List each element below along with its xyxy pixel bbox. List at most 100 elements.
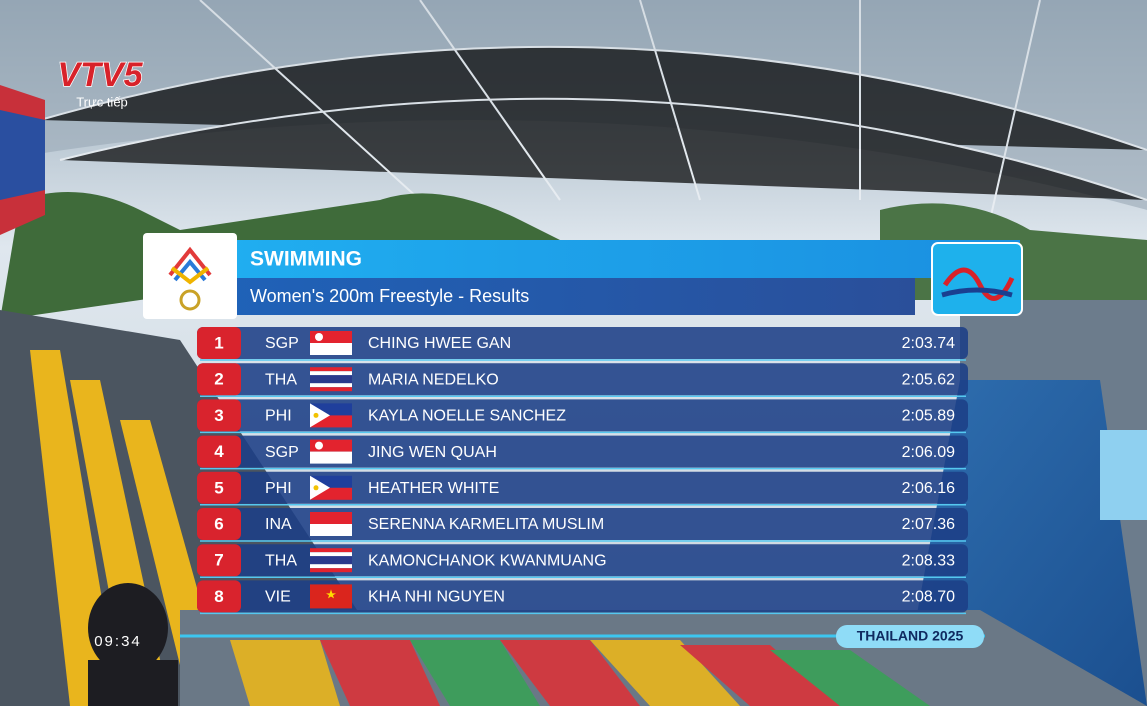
rank-badge bbox=[197, 544, 241, 577]
flag bbox=[310, 584, 352, 609]
result-row: 1 SGP CHING HWEE GAN 2:03.74 bbox=[197, 327, 968, 361]
flag-band bbox=[310, 552, 352, 557]
flag bbox=[310, 439, 352, 464]
flag-band bbox=[310, 343, 352, 355]
result-row: 4 SGP JING WEN QUAH 2:06.09 bbox=[197, 435, 968, 470]
country-code: SGP bbox=[265, 444, 299, 461]
country-code: THA bbox=[265, 552, 297, 569]
row-background bbox=[197, 580, 968, 613]
row-background bbox=[197, 508, 968, 540]
header-bottom bbox=[225, 278, 915, 315]
rank-badge bbox=[197, 399, 241, 432]
rank: 2 bbox=[214, 370, 223, 389]
games-emblem bbox=[168, 246, 212, 311]
country-code: INA bbox=[265, 516, 292, 533]
flag bbox=[310, 548, 352, 573]
athlete-name: SERENNA KARMELITA MUSLIM bbox=[368, 516, 604, 533]
country-code: PHI bbox=[265, 408, 292, 425]
event-title: Women's 200m Freestyle - Results bbox=[250, 286, 529, 306]
flag-band bbox=[310, 375, 352, 384]
finish-time: 2:07.36 bbox=[902, 516, 955, 533]
result-row: 7 THA KAMONCHANOK KWANMUANG 2:08.33 bbox=[197, 544, 968, 578]
flag-band bbox=[310, 371, 352, 376]
channel-logo: VTV5 Trực tiếp bbox=[57, 55, 145, 109]
finish-time: 2:06.16 bbox=[902, 480, 955, 497]
flag-band bbox=[310, 564, 352, 569]
rank-badge bbox=[197, 580, 241, 613]
result-row: 5 PHI HEATHER WHITE 2:06.16 bbox=[197, 471, 968, 506]
result-row: 2 THA MARIA NEDELKO 2:05.62 bbox=[197, 363, 968, 397]
row-background bbox=[197, 399, 968, 432]
sport-title: SWIMMING bbox=[250, 248, 362, 271]
finish-time: 2:05.62 bbox=[902, 371, 955, 388]
finish-time: 2:06.09 bbox=[902, 444, 955, 461]
flag-triangle bbox=[310, 403, 330, 428]
athlete-name: KHA NHI NGUYEN bbox=[368, 589, 505, 606]
row-background bbox=[197, 363, 968, 396]
rank: 5 bbox=[214, 478, 223, 497]
rank-badge bbox=[197, 363, 241, 396]
flag-band bbox=[310, 548, 352, 553]
row-background bbox=[197, 471, 968, 504]
athlete-name: CHING HWEE GAN bbox=[368, 335, 511, 352]
games-logo bbox=[143, 233, 237, 319]
rank: 8 bbox=[214, 587, 223, 606]
rank-badge bbox=[197, 508, 241, 540]
finish-time: 2:08.70 bbox=[902, 589, 955, 606]
swimming-logo-wave bbox=[941, 287, 1013, 298]
event-tag: THAILAND 2025 bbox=[857, 628, 964, 644]
flag-band bbox=[310, 383, 352, 388]
flag bbox=[310, 475, 352, 500]
row-background bbox=[197, 544, 968, 577]
finish-time: 2:05.89 bbox=[902, 408, 955, 425]
flag-band bbox=[310, 367, 352, 372]
results-panel: SWIMMING Women's 200m Freestyle - Result… bbox=[143, 233, 1023, 648]
rank: 3 bbox=[214, 406, 223, 425]
flag bbox=[310, 512, 352, 536]
flag-band bbox=[310, 568, 352, 573]
rank-badge bbox=[197, 327, 241, 359]
country-code: VIE bbox=[265, 589, 291, 606]
finish-time: 2:03.74 bbox=[902, 335, 955, 352]
flag-sun bbox=[313, 485, 319, 491]
athlete-name: HEATHER WHITE bbox=[368, 480, 499, 497]
rank: 7 bbox=[214, 551, 223, 570]
live-label: Trực tiếp bbox=[76, 94, 128, 109]
rank: 4 bbox=[214, 442, 224, 461]
flag bbox=[310, 331, 352, 355]
athlete-name: KAMONCHANOK KWANMUANG bbox=[368, 552, 607, 569]
results-rows: 1 SGP CHING HWEE GAN 2:03.74 2 THA MARIA NEDEL… bbox=[197, 327, 968, 615]
rank: 1 bbox=[214, 333, 223, 352]
flag-triangle bbox=[310, 475, 330, 500]
flag-moon bbox=[315, 441, 323, 450]
flag-moon bbox=[315, 333, 323, 341]
rank: 6 bbox=[214, 514, 223, 533]
result-row: 8 VIE KHA NHI NGUYEN 2:08.70 bbox=[197, 580, 968, 615]
flag bbox=[310, 367, 352, 392]
row-background bbox=[197, 435, 968, 468]
rank-badge bbox=[197, 471, 241, 504]
event-tag-pill bbox=[836, 625, 984, 648]
finish-time: 2:08.33 bbox=[902, 552, 955, 569]
rank-badge bbox=[197, 435, 241, 468]
country-code: PHI bbox=[265, 480, 292, 497]
flag-band bbox=[310, 524, 352, 536]
country-code: THA bbox=[265, 371, 297, 388]
result-row: 3 PHI KAYLA NOELLE SANCHEZ 2:05.89 bbox=[197, 399, 968, 434]
flag-band bbox=[310, 556, 352, 565]
result-row: 6 INA SERENNA KARMELITA MUSLIM 2:07.36 bbox=[197, 508, 968, 542]
athlete-name: KAYLA NOELLE SANCHEZ bbox=[368, 408, 566, 425]
athlete-name: MARIA NEDELKO bbox=[368, 371, 499, 388]
header-top bbox=[225, 240, 1020, 278]
clock: 09:34 bbox=[94, 633, 142, 650]
row-background bbox=[197, 327, 968, 359]
country-code: SGP bbox=[265, 335, 299, 352]
flag-star bbox=[326, 589, 336, 599]
flag-band bbox=[310, 512, 352, 524]
flag-band bbox=[310, 451, 352, 464]
athlete-name: JING WEN QUAH bbox=[368, 444, 497, 461]
flag-sun bbox=[313, 412, 319, 418]
flag bbox=[310, 403, 352, 428]
channel-name: VTV5 bbox=[57, 56, 143, 94]
